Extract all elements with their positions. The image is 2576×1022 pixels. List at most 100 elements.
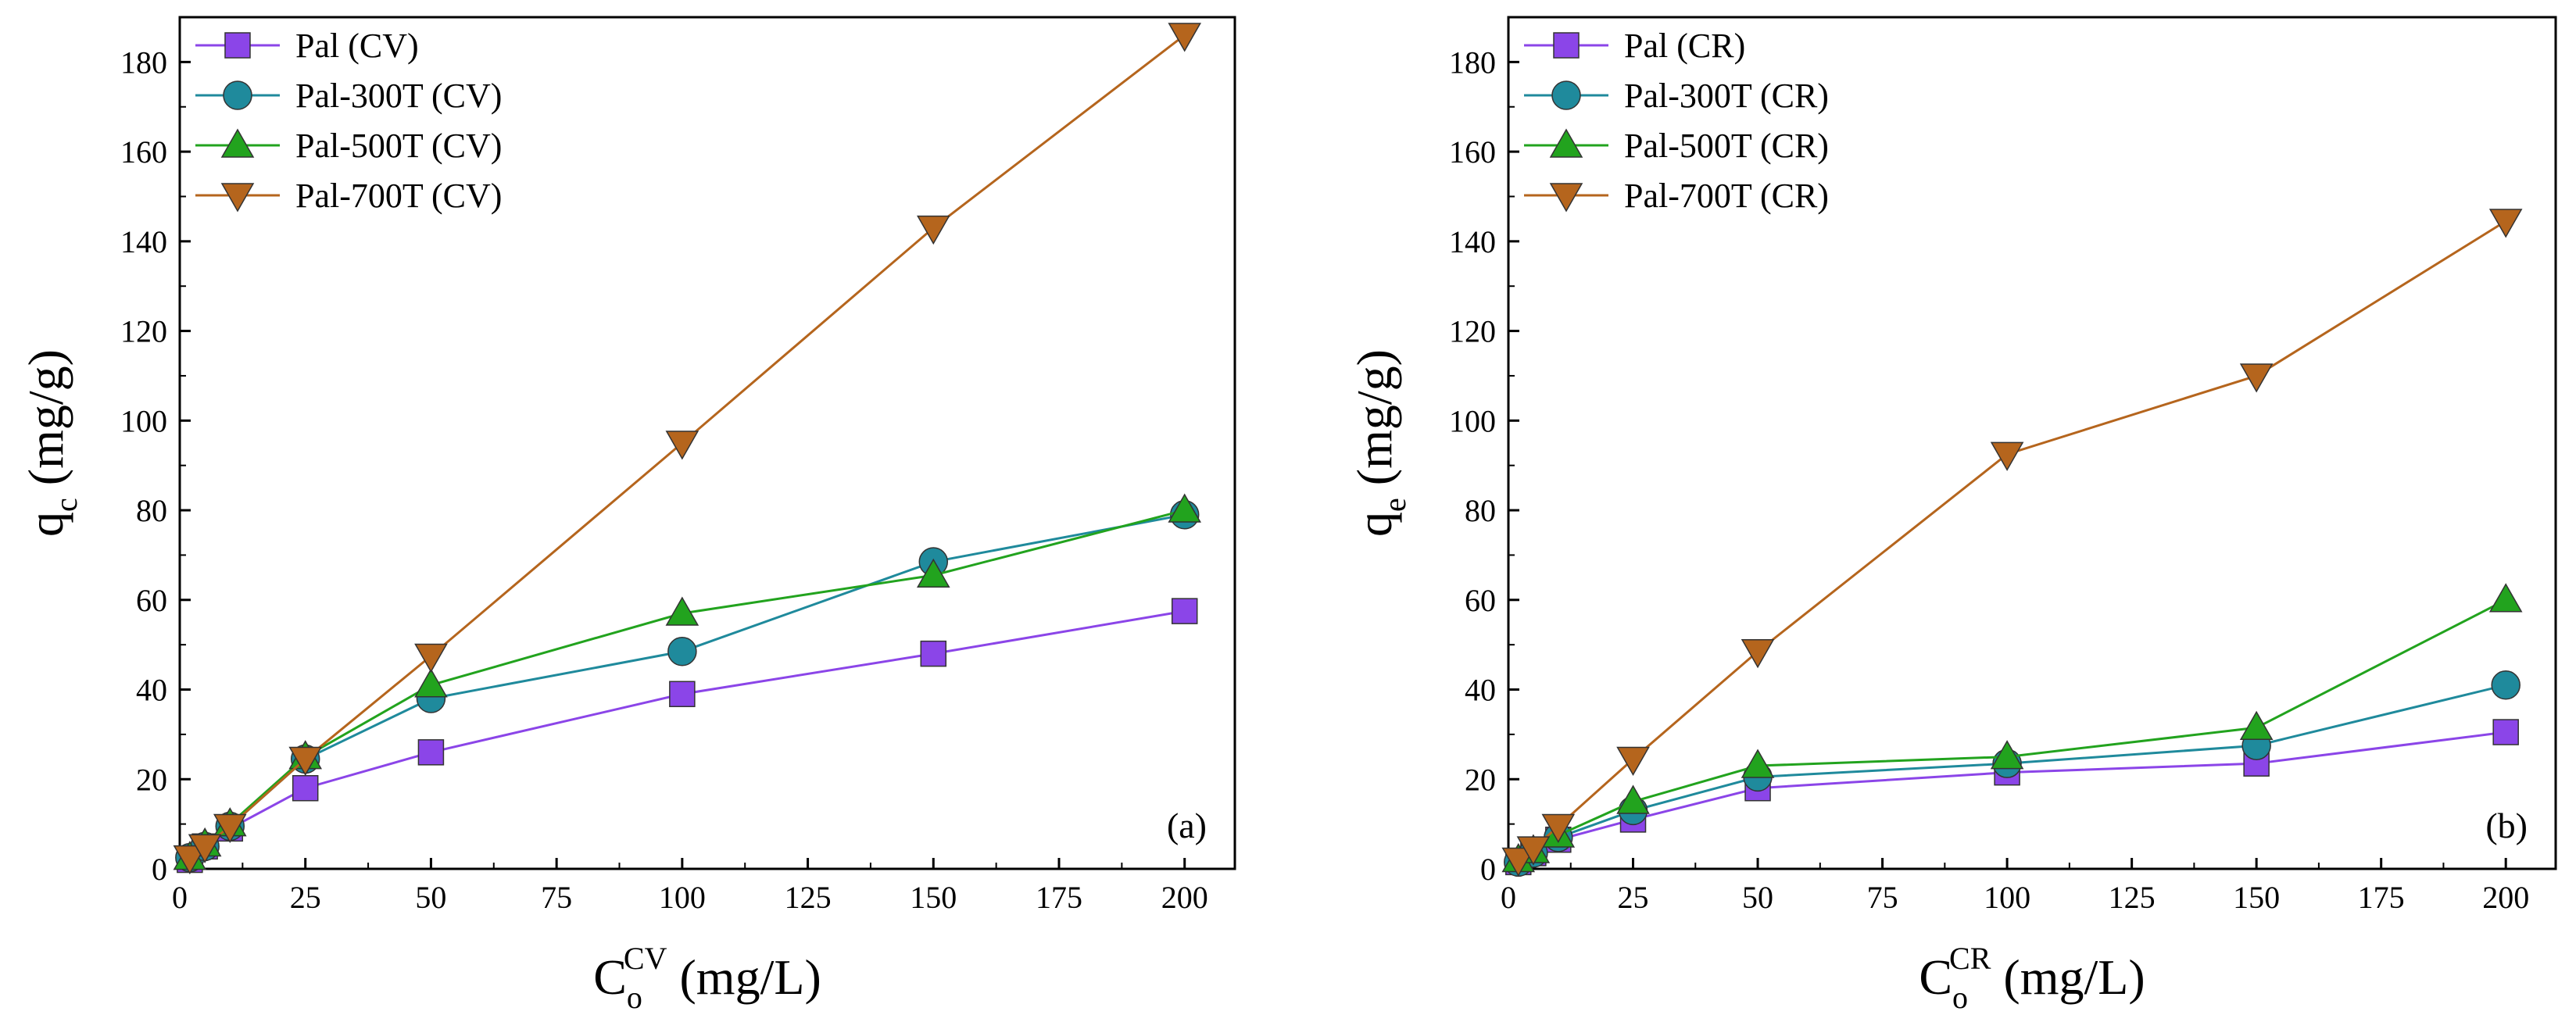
y-tick-label: 40 — [136, 673, 167, 708]
y-tick-label: 120 — [1449, 314, 1496, 349]
y-axis-title-unit: (mg/g) — [18, 349, 73, 498]
data-point — [916, 215, 950, 245]
y-tick-label: 100 — [1449, 403, 1496, 438]
x-axis-title-superscript: CV — [624, 941, 667, 976]
data-point — [292, 774, 319, 802]
y-tick-label: 0 — [152, 852, 167, 887]
data-point — [1616, 746, 1650, 776]
legend-label: Pal-300T (CV) — [295, 77, 502, 115]
y-tick-label: 60 — [1465, 583, 1496, 618]
plot-frame — [1507, 16, 2557, 870]
x-tick-label: 200 — [1161, 880, 1208, 915]
legend-marker — [224, 32, 251, 59]
y-axis-ticks: 0 20 40 60 80 100 120 140 160 180 — [120, 45, 191, 887]
data-point — [414, 643, 448, 674]
data-point — [2491, 670, 2521, 700]
y-tick-label: 120 — [120, 314, 167, 349]
series-4 — [173, 23, 1202, 875]
y-axis-title: qe (mg/g) — [1347, 349, 1412, 537]
y-tick-label: 160 — [1449, 134, 1496, 170]
x-tick-label: 50 — [415, 880, 446, 915]
data-point — [1541, 813, 1576, 844]
x-tick-label: 150 — [910, 880, 957, 915]
y-tick-label: 80 — [136, 493, 167, 528]
y-axis-title-unit: (mg/g) — [1347, 349, 1402, 498]
x-tick-label: 75 — [1867, 880, 1898, 915]
data-point — [1741, 639, 1775, 669]
y-tick-label: 20 — [136, 762, 167, 797]
x-tick-label: 200 — [2482, 880, 2529, 915]
x-tick-label: 100 — [1984, 880, 2030, 915]
x-tick-label: 175 — [2358, 880, 2405, 915]
y-tick-label: 180 — [120, 45, 167, 80]
legend-label: Pal-500T (CV) — [295, 127, 502, 165]
y-axis-title-base: q — [1347, 512, 1402, 537]
legend-marker — [1549, 183, 1583, 213]
x-axis-title: Co CV (mg/L) — [593, 941, 821, 1015]
legend-label: Pal (CV) — [295, 27, 419, 65]
data-point — [414, 668, 448, 698]
panel-label: (a) — [1167, 806, 1207, 845]
y-axis-title: qc (mg/g) — [18, 349, 84, 537]
legend-label: Pal-700T (CV) — [295, 177, 502, 215]
x-tick-label: 175 — [1036, 880, 1082, 915]
data-point — [665, 431, 699, 460]
chart-panel-a: 0 25 50 75 100 125 150 175 200 0 20 40 60 80 100 120 140… — [18, 16, 1236, 1015]
y-axis-title-subscript: e — [1377, 498, 1412, 512]
data-point — [213, 813, 247, 844]
y-tick-label: 140 — [120, 224, 167, 259]
data-point — [667, 637, 697, 666]
data-point — [920, 640, 947, 667]
data-point — [916, 558, 950, 588]
data-point — [2492, 719, 2519, 745]
series-1 — [1505, 719, 2519, 876]
x-tick-label: 75 — [541, 880, 572, 915]
x-tick-label: 0 — [172, 880, 188, 915]
x-axis-title-unit: (mg/L) — [667, 949, 821, 1005]
data-point — [1990, 740, 2024, 770]
x-tick-label: 25 — [290, 880, 321, 915]
x-tick-label: 150 — [2233, 880, 2280, 915]
legend-marker — [1553, 32, 1580, 59]
legend-marker — [223, 80, 252, 110]
data-point — [1616, 784, 1650, 814]
data-point — [1168, 493, 1202, 523]
y-axis-title-base: q — [18, 512, 73, 537]
y-tick-label: 20 — [1465, 762, 1496, 797]
panel-label: (b) — [2485, 806, 2528, 845]
x-axis-title: Co CR (mg/L) — [1919, 941, 2145, 1015]
x-tick-label: 100 — [659, 880, 706, 915]
x-axis-title-unit: (mg/L) — [1991, 949, 2145, 1005]
y-tick-label: 40 — [1465, 673, 1496, 708]
legend-marker — [1551, 80, 1581, 110]
y-tick-label: 80 — [1465, 493, 1496, 528]
series-2 — [1504, 670, 2521, 877]
legend-marker — [220, 128, 255, 158]
plot-frame — [178, 16, 1236, 870]
data-point — [669, 681, 696, 708]
legend: Pal (CV) Pal-300T (CV) Pal-500T (CV) Pal-70… — [195, 27, 502, 215]
x-axis-title-subscript: o — [1952, 980, 1968, 1015]
data-point — [1501, 847, 1536, 877]
y-tick-label: 140 — [1449, 224, 1496, 259]
data-point — [1168, 23, 1202, 52]
data-point — [1741, 749, 1775, 778]
x-tick-label: 0 — [1501, 880, 1516, 915]
x-axis-title-base: C — [1919, 949, 1952, 1005]
x-tick-label: 125 — [785, 880, 832, 915]
y-tick-label: 60 — [136, 583, 167, 618]
x-tick-label: 50 — [1742, 880, 1773, 915]
data-point — [1990, 441, 2024, 471]
legend-label: Pal-500T (CR) — [1624, 127, 1829, 165]
data-point — [188, 834, 222, 863]
legend-marker — [220, 183, 255, 213]
legend-label: Pal-300T (CR) — [1624, 77, 1829, 115]
x-axis-title-superscript: CR — [1949, 941, 1991, 976]
data-point — [173, 845, 207, 875]
data-point — [288, 746, 323, 776]
data-point — [2488, 583, 2523, 613]
y-axis-title-subscript: c — [48, 498, 84, 512]
data-point — [665, 596, 699, 626]
y-tick-label: 0 — [1480, 852, 1496, 887]
